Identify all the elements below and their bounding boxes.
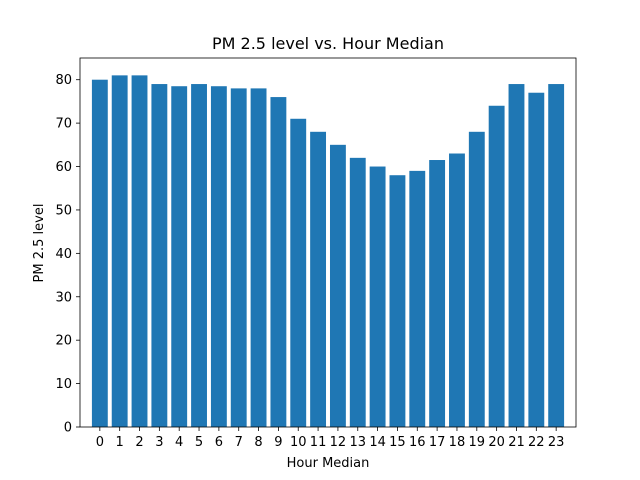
bar-hour-14 (369, 166, 386, 427)
bar-hour-4 (171, 86, 188, 427)
x-tick-label: 17 (429, 435, 446, 450)
bar-hour-1 (111, 75, 128, 427)
bar-hour-21 (508, 84, 525, 427)
x-tick-label: 16 (409, 435, 426, 450)
bar-hour-5 (191, 84, 207, 427)
x-tick-label: 5 (195, 435, 203, 450)
y-axis-ticks: 0 10 20 30 40 50 60 70 80 (55, 73, 80, 436)
bar-hour-11 (310, 131, 327, 428)
y-tick-label: 80 (55, 73, 72, 88)
bar-hour-7 (230, 88, 247, 427)
bar-hour-23 (548, 84, 565, 427)
bar-hour-20 (488, 105, 505, 428)
bar-hour-9 (270, 97, 287, 427)
y-tick-label: 50 (55, 203, 72, 218)
x-tick-label: 1 (116, 435, 124, 450)
x-tick-label: 2 (135, 435, 143, 450)
x-tick-label: 4 (175, 435, 183, 450)
x-tick-label: 21 (508, 435, 525, 450)
x-tick-label: 13 (349, 435, 366, 450)
x-tick-label: 19 (469, 435, 486, 450)
x-tick-label: 7 (235, 435, 243, 450)
bar-hour-17 (429, 160, 446, 428)
x-tick-label: 9 (274, 435, 282, 450)
plot-frame (79, 57, 577, 428)
bar-hour-16 (409, 170, 426, 427)
bar-hour-19 (468, 131, 485, 428)
y-tick-label: 70 (55, 117, 72, 132)
y-tick-label: 10 (55, 377, 72, 392)
chart-title: PM 2.5 level vs. Hour Median (212, 34, 444, 53)
bar-hour-0 (91, 79, 108, 428)
x-tick-label: 10 (290, 435, 307, 450)
x-tick-label: 6 (215, 435, 223, 450)
x-tick-label: 8 (254, 435, 262, 450)
y-tick-label: 0 (64, 421, 72, 436)
x-tick-label: 14 (369, 435, 386, 450)
y-tick-label: 40 (55, 247, 72, 262)
bar-hour-13 (349, 157, 366, 428)
bar-hour-2 (131, 75, 148, 427)
bar-hour-18 (449, 153, 465, 427)
x-axis-ticks: 0 1 2 3 4 5 6 7 8 9 10 11 12 13 14 15 16 17 18 19 20 21 22 23 (96, 427, 565, 450)
x-tick-label: 15 (389, 435, 406, 450)
bar-hour-10 (290, 118, 307, 427)
x-tick-label: 11 (310, 435, 327, 450)
bar-hour-15 (389, 175, 406, 427)
y-tick-label: 30 (55, 290, 72, 305)
bar-hour-8 (250, 88, 267, 427)
y-axis-label: PM 2.5 level (32, 204, 47, 283)
y-tick-label: 20 (55, 334, 72, 349)
x-tick-label: 0 (96, 435, 104, 450)
bars-group (91, 75, 565, 428)
bar-hour-12 (329, 144, 346, 427)
x-tick-label: 23 (548, 435, 565, 450)
bar-hour-22 (528, 92, 545, 428)
y-tick-label: 60 (55, 160, 72, 175)
x-tick-label: 18 (449, 435, 466, 450)
x-tick-label: 20 (488, 435, 505, 450)
bar-hour-6 (210, 86, 227, 427)
x-tick-label: 12 (330, 435, 347, 450)
x-tick-label: 22 (528, 435, 545, 450)
x-axis-label: Hour Median (287, 456, 370, 471)
bar-hour-3 (151, 84, 168, 427)
x-tick-label: 3 (155, 435, 163, 450)
